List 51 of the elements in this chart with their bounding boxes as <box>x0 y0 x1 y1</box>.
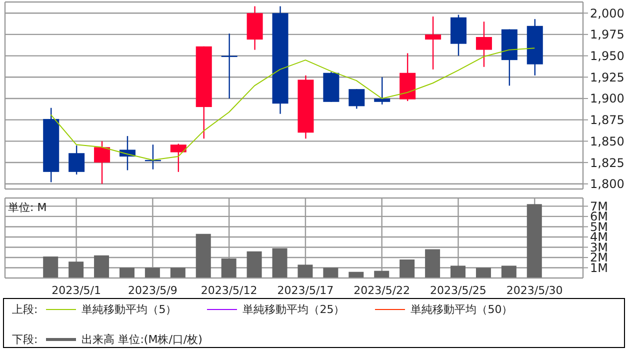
y-tick-label: 1,925 <box>590 70 624 84</box>
bar <box>68 262 84 278</box>
legend-title: 上段: <box>12 302 38 317</box>
bar <box>374 270 390 278</box>
y-tick-label: 2,000 <box>590 6 624 20</box>
candlestick <box>425 16 442 70</box>
legend-title: 下段: <box>12 332 38 347</box>
x-tick-label: 2023/5/22 <box>354 284 410 297</box>
candlestick <box>68 144 85 176</box>
bar <box>323 268 338 278</box>
candlestick <box>348 88 365 110</box>
x-tick-label: 2023/5/12 <box>200 284 258 297</box>
y-tick-label: 1,850 <box>590 134 624 148</box>
x-tick-label: 2023/5/1 <box>52 284 101 297</box>
y-tick-label: 1M <box>590 261 608 276</box>
y-tick-label: 1,950 <box>590 49 624 64</box>
legend-label: 単純移動平均（25） <box>242 302 345 317</box>
bar <box>425 249 440 278</box>
x-tick-label: 2023/5/30 <box>506 284 563 297</box>
bar <box>400 260 415 278</box>
bar <box>119 268 134 278</box>
legend-label: 単純移動平均（50） <box>410 302 513 317</box>
y-tick-label: 1,975 <box>590 28 624 42</box>
bar <box>450 266 466 278</box>
bar <box>196 234 211 278</box>
legend-label: 出来高 単位:(M株/口/枚) <box>82 332 202 347</box>
bar <box>94 255 110 278</box>
y-tick-label: 1,825 <box>590 156 624 170</box>
bar <box>298 264 313 278</box>
x-tick-label: 2023/5/9 <box>128 284 178 297</box>
bar <box>246 251 262 278</box>
bar <box>526 204 542 278</box>
y-tick-label: 1,900 <box>590 92 624 106</box>
x-tick-label: 2023/5/25 <box>430 284 486 297</box>
candlestick <box>374 76 390 106</box>
candlestick <box>170 143 186 173</box>
bar <box>476 268 491 278</box>
legend-label: 単純移動平均（5） <box>82 302 177 317</box>
bar <box>170 268 186 278</box>
bar <box>272 248 288 278</box>
bar <box>43 256 58 278</box>
bar <box>144 268 160 278</box>
y-tick-label: 5M <box>590 220 608 234</box>
y-tick-label: 1,800 <box>590 177 624 192</box>
y-tick-label: 1,875 <box>590 113 624 128</box>
bar <box>221 258 236 278</box>
x-tick-label: 2023/5/17 <box>277 284 334 297</box>
annotation: 単位: M <box>8 200 47 215</box>
candlestick <box>476 21 492 68</box>
candlestick <box>94 140 110 184</box>
bar <box>501 266 516 278</box>
